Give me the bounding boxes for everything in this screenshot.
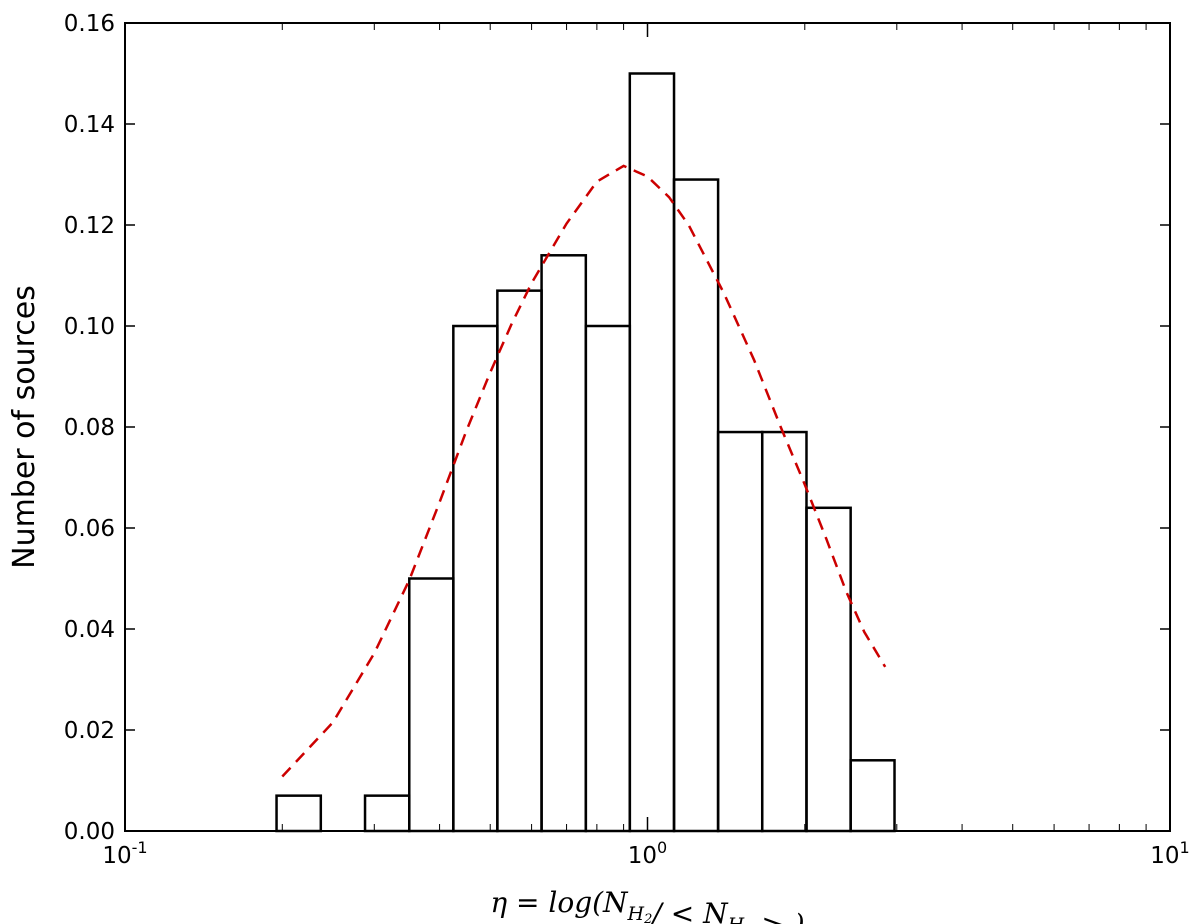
x-tick-exponent: -1 [132,838,148,857]
y-tick-label: 0.14 [64,112,115,138]
fit-curve [281,164,887,778]
x-tick-exponent: 0 [657,838,667,857]
histogram-bar [760,430,808,833]
histogram-bar [672,178,720,833]
histogram-bar [496,289,543,833]
y-tick-label: 0.04 [64,617,115,643]
histogram-bar [805,506,852,833]
x-tick-label: 101 [1150,838,1189,869]
y-tick-label: 0.16 [64,11,115,37]
x-tick-base: 10 [628,843,657,869]
histogram-bar [540,254,588,833]
x-tick-base: 10 [1150,843,1179,869]
y-tick-label: 0.12 [64,213,115,239]
histogram-bar [716,430,764,833]
y-axis-label: Number of sources [7,285,42,569]
plot-frame [124,22,1171,832]
histogram-bar [628,72,676,833]
histogram-bar [275,794,323,833]
x-tick-base: 10 [102,843,131,869]
histogram-bar [408,577,455,833]
x-tick-label: 100 [628,838,667,869]
histogram-bar [849,759,896,833]
y-tick-label: 0.08 [64,415,115,441]
y-tick-label: 0.00 [64,819,115,845]
x-axis-label: η = log(NH2/ < NH2 > ) [490,886,804,924]
x-tick-label: 10-1 [102,838,147,869]
x-tick-exponent: 1 [1180,838,1190,857]
fit-curve-layer [281,164,887,778]
histogram-bar [452,324,499,833]
y-tick-label: 0.06 [64,516,115,542]
histogram-bar [363,794,411,833]
histogram-bars [275,72,896,833]
y-tick-label: 0.10 [64,314,115,340]
y-tick-label: 0.02 [64,718,115,744]
histogram-bar [584,324,632,833]
